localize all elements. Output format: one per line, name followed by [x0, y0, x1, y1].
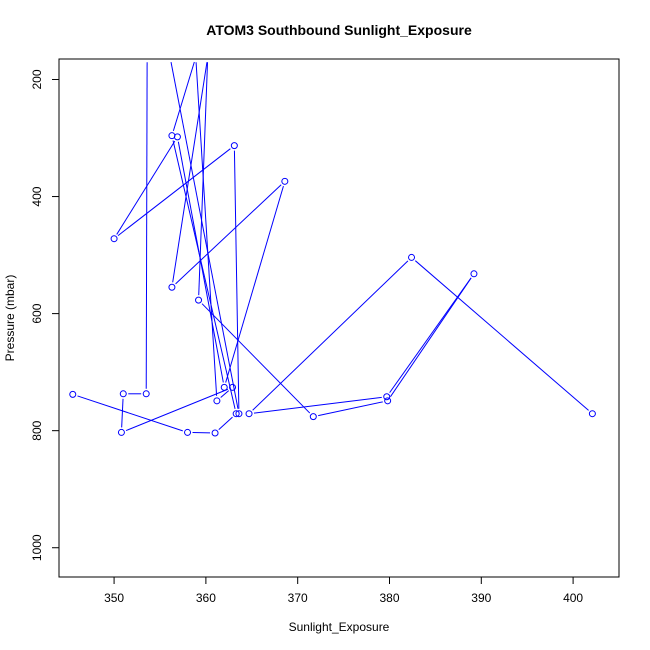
series-segment [252, 260, 409, 411]
data-point [384, 397, 392, 405]
data-point [220, 383, 228, 391]
x-tick-label: 370 [288, 591, 308, 605]
data-point [69, 390, 77, 398]
series-segment [195, 62, 218, 396]
data-point [383, 393, 391, 401]
series-segment [177, 141, 224, 383]
x-axis-label: Sunlight_Exposure [289, 620, 390, 634]
series-segment [318, 401, 383, 417]
data-point [117, 428, 125, 436]
x-tick-label: 390 [471, 591, 491, 605]
chart-title: ATOM3 Southbound Sunlight_Exposure [206, 22, 472, 38]
y-tick-label: 1000 [30, 534, 44, 561]
data-point [195, 296, 203, 304]
series-segment [172, 61, 195, 132]
plot-frame [58, 58, 620, 578]
data-point [235, 410, 243, 418]
x-tick-label: 360 [196, 591, 216, 605]
series-segment [220, 390, 230, 398]
series-segment [225, 185, 284, 383]
data-point [470, 270, 478, 278]
y-tick-label: 600 [30, 303, 44, 323]
data-point [173, 133, 181, 141]
series-segment [170, 62, 239, 409]
y-tick-label: 200 [30, 69, 44, 89]
series-segment [201, 303, 311, 414]
data-point [230, 142, 238, 150]
data-point [245, 410, 253, 418]
x-tick-label: 400 [563, 591, 583, 605]
data-point [229, 383, 237, 391]
data-point [213, 397, 221, 405]
y-axis-label: Pressure (mbar) [3, 275, 17, 362]
series-segment [233, 150, 240, 409]
data-point [142, 390, 150, 398]
data-point [168, 132, 176, 140]
series-segment [175, 184, 282, 285]
data-point [211, 429, 219, 437]
data-point [309, 413, 317, 421]
series-segment [117, 148, 231, 237]
series-segment [172, 62, 208, 283]
series-segment [198, 62, 209, 296]
series-segment [389, 277, 472, 393]
series-segment [125, 388, 229, 432]
y-axis: 200 400 600 800 1000 [30, 69, 59, 561]
series-segment [77, 395, 183, 432]
data-point [168, 283, 176, 291]
series-segment [414, 260, 589, 411]
data-point [110, 235, 118, 243]
series-segment [390, 277, 472, 397]
data-point [588, 410, 596, 418]
data-point [119, 390, 127, 398]
y-tick-label: 400 [30, 186, 44, 206]
series-segment [218, 416, 233, 431]
x-axis: 350 360 370 380 390 400 [104, 577, 583, 605]
data-point [184, 428, 192, 436]
series-segment [172, 140, 236, 409]
y-tick-label: 800 [30, 420, 44, 440]
data-point [281, 177, 289, 185]
data-point [232, 410, 240, 418]
series-segment [145, 62, 148, 389]
series-layer [69, 61, 596, 437]
x-tick-label: 350 [104, 591, 124, 605]
series-segment [121, 398, 124, 428]
x-tick-label: 380 [379, 591, 399, 605]
series-segment [116, 140, 176, 235]
data-point [408, 253, 416, 261]
series-segment [253, 396, 382, 414]
